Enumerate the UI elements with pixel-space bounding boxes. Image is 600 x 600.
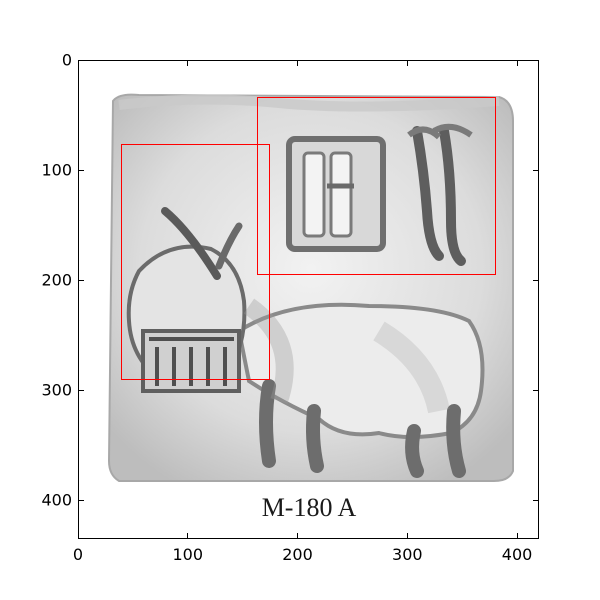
x-tick xyxy=(187,533,189,539)
caption: M-180 A xyxy=(262,493,357,522)
y-tick xyxy=(78,59,84,61)
x-tick xyxy=(516,533,518,539)
y-tick-label: 400 xyxy=(41,490,72,510)
x-tick-top xyxy=(516,60,518,66)
image-plot: M-180 A xyxy=(78,60,539,539)
x-tick xyxy=(297,533,299,539)
bull-body xyxy=(236,302,485,439)
y-tick-label: 0 xyxy=(61,50,72,70)
x-tick xyxy=(77,533,79,539)
y-tick-right xyxy=(533,389,539,391)
y-tick-right xyxy=(533,59,539,61)
y-tick-label: 200 xyxy=(41,270,72,290)
x-tick-label: 0 xyxy=(72,545,84,564)
x-tick-top xyxy=(297,60,299,66)
x-tick-top xyxy=(77,60,79,66)
y-tick-right xyxy=(533,499,539,501)
y-tick-right xyxy=(533,279,539,281)
y-tick xyxy=(78,169,84,171)
y-tick-right xyxy=(533,169,539,171)
x-tick-label: 300 xyxy=(392,545,423,564)
seal-impression-image: M-180 A xyxy=(107,93,514,522)
x-tick-top xyxy=(406,60,408,66)
x-tick-top xyxy=(187,60,189,66)
x-tick-label: 100 xyxy=(172,545,204,564)
x-tick-label: 400 xyxy=(501,545,533,564)
y-tick-label: 300 xyxy=(41,380,72,400)
bull-horn xyxy=(161,207,221,280)
y-tick xyxy=(78,389,84,391)
y-tick-label: 100 xyxy=(41,160,72,180)
x-tick-label: 200 xyxy=(282,545,313,564)
y-tick xyxy=(78,499,84,501)
y-tick xyxy=(78,279,84,281)
sign-right xyxy=(412,126,444,261)
x-tick xyxy=(406,533,408,539)
